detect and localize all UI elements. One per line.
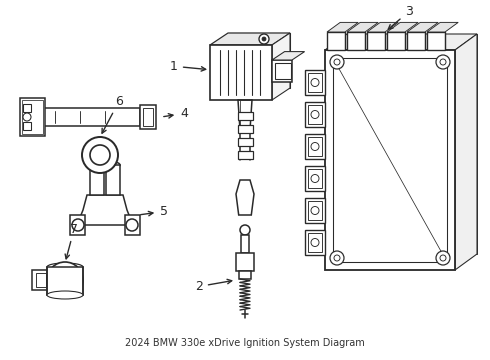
Bar bbox=[36, 273, 46, 287]
Bar bbox=[238, 138, 252, 146]
Circle shape bbox=[262, 37, 266, 41]
Bar bbox=[325, 50, 455, 270]
Bar bbox=[106, 165, 120, 195]
Polygon shape bbox=[367, 22, 398, 32]
Circle shape bbox=[311, 175, 319, 183]
Bar bbox=[305, 198, 325, 223]
Circle shape bbox=[311, 78, 319, 86]
Bar bbox=[40, 108, 140, 126]
Polygon shape bbox=[455, 34, 477, 270]
Bar bbox=[125, 215, 140, 235]
Bar bbox=[308, 201, 322, 220]
Circle shape bbox=[311, 111, 319, 118]
Bar bbox=[427, 32, 445, 50]
Ellipse shape bbox=[90, 162, 104, 168]
Bar bbox=[238, 151, 252, 159]
Circle shape bbox=[311, 143, 319, 150]
Circle shape bbox=[72, 219, 84, 231]
Bar bbox=[272, 60, 292, 82]
Polygon shape bbox=[407, 22, 438, 32]
Bar bbox=[47, 267, 83, 295]
Circle shape bbox=[440, 59, 446, 65]
Circle shape bbox=[311, 238, 319, 247]
Bar bbox=[305, 134, 325, 159]
Circle shape bbox=[82, 137, 118, 173]
Ellipse shape bbox=[106, 162, 120, 168]
Bar bbox=[140, 105, 156, 129]
Bar bbox=[305, 70, 325, 95]
Polygon shape bbox=[77, 195, 133, 225]
Polygon shape bbox=[272, 51, 305, 60]
Text: 1: 1 bbox=[170, 60, 206, 73]
Polygon shape bbox=[347, 22, 378, 32]
Circle shape bbox=[240, 225, 250, 235]
Bar bbox=[143, 108, 153, 126]
Bar bbox=[20, 98, 45, 136]
Text: 4: 4 bbox=[164, 107, 188, 120]
Bar bbox=[305, 230, 325, 255]
Text: 6: 6 bbox=[102, 95, 123, 133]
Bar bbox=[407, 32, 425, 50]
Bar bbox=[308, 169, 322, 188]
Text: 3: 3 bbox=[388, 5, 413, 29]
Bar bbox=[238, 112, 252, 120]
Bar bbox=[23, 122, 31, 130]
Circle shape bbox=[334, 59, 340, 65]
Bar bbox=[22, 100, 43, 134]
Bar bbox=[32, 270, 50, 290]
Circle shape bbox=[311, 207, 319, 215]
Polygon shape bbox=[327, 22, 358, 32]
Circle shape bbox=[47, 262, 83, 298]
Bar bbox=[23, 104, 31, 112]
Circle shape bbox=[334, 255, 340, 261]
Polygon shape bbox=[210, 33, 290, 45]
Circle shape bbox=[126, 219, 138, 231]
Bar bbox=[305, 102, 325, 127]
Circle shape bbox=[23, 113, 31, 121]
Polygon shape bbox=[387, 22, 418, 32]
Ellipse shape bbox=[47, 291, 83, 299]
Bar bbox=[308, 137, 322, 156]
Bar bbox=[308, 233, 322, 252]
Bar bbox=[305, 166, 325, 191]
Text: 2024 BMW 330e xDrive Ignition System Diagram: 2024 BMW 330e xDrive Ignition System Dia… bbox=[125, 338, 365, 348]
Polygon shape bbox=[347, 34, 477, 254]
Circle shape bbox=[436, 55, 450, 69]
Bar bbox=[347, 32, 365, 50]
Circle shape bbox=[436, 251, 450, 265]
Circle shape bbox=[440, 255, 446, 261]
Circle shape bbox=[259, 34, 269, 44]
Bar bbox=[90, 165, 104, 195]
Bar bbox=[210, 45, 272, 100]
Polygon shape bbox=[228, 33, 290, 88]
Text: 2: 2 bbox=[195, 279, 232, 293]
Circle shape bbox=[330, 251, 344, 265]
Circle shape bbox=[330, 55, 344, 69]
Polygon shape bbox=[272, 33, 290, 100]
Bar bbox=[387, 32, 405, 50]
Bar bbox=[327, 32, 345, 50]
Text: 7: 7 bbox=[65, 223, 78, 259]
Circle shape bbox=[56, 271, 74, 289]
Bar bbox=[70, 215, 85, 235]
Bar bbox=[333, 58, 447, 262]
Bar bbox=[238, 125, 252, 133]
Bar bbox=[367, 32, 385, 50]
Bar bbox=[275, 63, 291, 79]
Polygon shape bbox=[236, 180, 254, 215]
Circle shape bbox=[90, 145, 110, 165]
Polygon shape bbox=[427, 22, 458, 32]
Bar bbox=[239, 271, 251, 279]
Bar bbox=[241, 235, 249, 253]
Bar bbox=[236, 253, 254, 271]
Polygon shape bbox=[325, 34, 477, 50]
Ellipse shape bbox=[47, 263, 83, 271]
Bar bbox=[308, 105, 322, 124]
Bar bbox=[308, 73, 322, 92]
Text: 5: 5 bbox=[141, 205, 168, 218]
